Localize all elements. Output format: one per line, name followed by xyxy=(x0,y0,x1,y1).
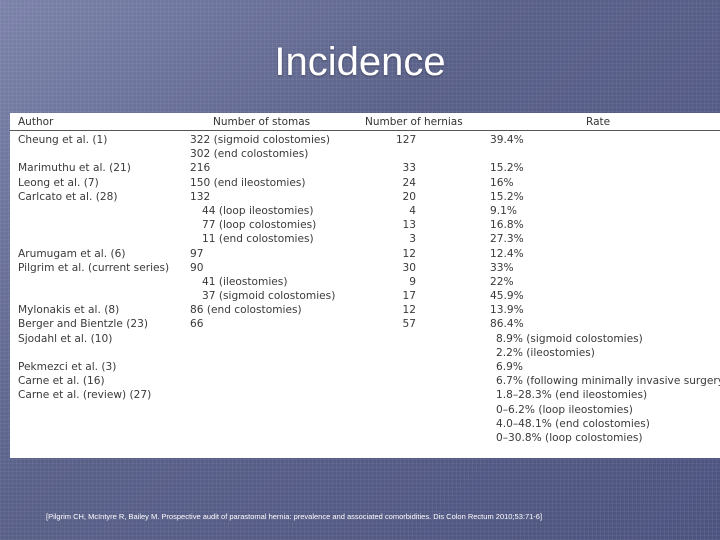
table-row: Carne et al. (review) (27) 1.8–28.3% (end… xyxy=(10,388,720,402)
table-row: 0–30.8% (loop colostomies) xyxy=(10,431,720,445)
cell-hernias: 12 xyxy=(402,247,416,260)
cell-rate: 22% xyxy=(490,275,514,288)
table-row: 37 (sigmoid colostomies) 17 45.9% xyxy=(10,289,720,303)
table-row: Pilgrim et al. (current series) 90 30 33% xyxy=(10,261,720,275)
cell-stomas: 77 (loop colostomies) xyxy=(202,219,317,232)
table-row: 44 (loop ileostomies) 4 9.1% xyxy=(10,204,720,218)
table-row: Arumugam et al. (6) 97 12 12.4% xyxy=(10,247,720,261)
cell-stomas: 37 (sigmoid colostomies) xyxy=(202,290,336,303)
cell-rate: 9.1% xyxy=(490,204,517,217)
cell-hernias: 9 xyxy=(409,275,416,288)
cell-rate: 15.2% xyxy=(490,190,524,203)
cell-hernias: 57 xyxy=(402,318,416,331)
cell-author: Marimuthu et al. (21) xyxy=(18,162,131,175)
cell-hernias: 4 xyxy=(409,204,416,217)
cell-hernias: 3 xyxy=(409,233,416,246)
cell-rate: 12.4% xyxy=(490,247,524,260)
cell-rate: 0–30.8% (loop colostomies) xyxy=(496,431,643,444)
cell-author: Carlcato et al. (28) xyxy=(18,190,118,203)
table-body: Cheung et al. (1) 322 (sigmoid colostomie… xyxy=(10,133,720,445)
cell-stomas: 132 xyxy=(190,190,211,203)
table-row: 41 (ileostomies) 9 22% xyxy=(10,275,720,289)
table-row: 4.0–48.1% (end colostomies) xyxy=(10,417,720,431)
cell-author: Cheung et al. (1) xyxy=(18,134,108,146)
table-row: Sjodahl et al. (10) 8.9% (sigmoid colosto… xyxy=(10,332,720,346)
cell-hernias: 20 xyxy=(402,190,416,203)
cell-rate: 45.9% xyxy=(490,290,524,303)
citation: [Pilgrim CH, McIntyre R, Bailey M. Prosp… xyxy=(46,512,543,521)
table-row: Cheung et al. (1) 322 (sigmoid colostomie… xyxy=(10,133,720,147)
header-author: Author xyxy=(18,116,54,128)
table-row: 77 (loop colostomies) 13 16.8% xyxy=(10,218,720,232)
cell-stomas: 322 (sigmoid colostomies) xyxy=(190,134,331,146)
table-row: 0–6.2% (loop ileostomies) xyxy=(10,403,720,417)
table-row: 11 (end colostomies) 3 27.3% xyxy=(10,232,720,246)
cell-hernias: 30 xyxy=(402,261,416,274)
cell-author: Arumugam et al. (6) xyxy=(18,247,126,260)
cell-stomas: 302 (end colostomies) xyxy=(190,148,309,161)
cell-author: Carne et al. (review) (27) xyxy=(18,389,152,402)
cell-stomas: 66 xyxy=(190,318,204,331)
slide-title: Incidence xyxy=(274,40,446,84)
cell-stomas: 150 (end ileostomies) xyxy=(190,176,306,189)
cell-rate: 16.8% xyxy=(490,219,524,232)
table-row: Leong et al. (7) 150 (end ileostomies) 24 1… xyxy=(10,176,720,190)
cell-stomas: 44 (loop ileostomies) xyxy=(202,204,314,217)
cell-rate: 1.8–28.3% (end ileostomies) xyxy=(496,389,648,402)
table-row: 2.2% (ileostomies) xyxy=(10,346,720,360)
header-stomas: Number of stomas xyxy=(213,116,311,128)
cell-hernias: 13 xyxy=(402,219,416,232)
cell-rate: 4.0–48.1% (end colostomies) xyxy=(496,417,650,430)
cell-author: Sjodahl et al. (10) xyxy=(18,332,113,345)
cell-author: Berger and Bientzle (23) xyxy=(18,318,148,331)
cell-hernias: 17 xyxy=(402,290,416,303)
cell-stomas: 11 (end colostomies) xyxy=(202,233,314,246)
header-hernias: Number of hernias xyxy=(365,116,463,128)
cell-stomas: 97 xyxy=(190,247,204,260)
cell-rate: 0–6.2% (loop ileostomies) xyxy=(496,403,633,416)
table-row: 302 (end colostomies) xyxy=(10,147,720,161)
cell-rate: 15.2% xyxy=(490,162,524,175)
cell-hernias: 12 xyxy=(402,304,416,317)
cell-rate: 2.2% (ileostomies) xyxy=(496,346,595,359)
cell-hernias: 33 xyxy=(402,162,416,175)
incidence-table: Author Number of stomas Number of hernia… xyxy=(10,113,720,458)
cell-stomas: 90 xyxy=(190,261,204,274)
cell-author: Pilgrim et al. (current series) xyxy=(18,261,170,274)
table-row: Carne et al. (16) 6.7% (following minimal… xyxy=(10,374,720,388)
cell-rate: 6.7% (following minimally invasive surge… xyxy=(496,375,720,388)
cell-rate: 27.3% xyxy=(490,233,524,246)
header-rate: Rate xyxy=(586,116,611,128)
cell-rate: 33% xyxy=(490,261,514,274)
cell-stomas: 216 xyxy=(190,162,211,175)
cell-rate: 39.4% xyxy=(490,134,524,146)
cell-author: Pekmezci et al. (3) xyxy=(18,361,117,373)
cell-rate: 13.9% xyxy=(490,304,524,317)
cell-author: Leong et al. (7) xyxy=(18,176,99,189)
cell-stomas: 41 (ileostomies) xyxy=(202,275,288,288)
cell-stomas: 86 (end colostomies) xyxy=(190,304,302,317)
cell-author: Carne et al. (16) xyxy=(18,375,105,388)
cell-author: Mylonakis et al. (8) xyxy=(18,304,120,317)
cell-rate: 8.9% (sigmoid colostomies) xyxy=(496,332,643,345)
table-row: Marimuthu et al. (21) 216 33 15.2% xyxy=(10,161,720,175)
table-header: Author Number of stomas Number of hernia… xyxy=(10,113,720,131)
cell-hernias: 127 xyxy=(396,134,417,146)
table-row: Pekmezci et al. (3) 6.9% xyxy=(10,360,720,374)
table-row: Berger and Bientzle (23) 66 57 86.4% xyxy=(10,317,720,331)
table-row: Carlcato et al. (28) 132 20 15.2% xyxy=(10,190,720,204)
cell-rate: 16% xyxy=(490,176,514,189)
cell-rate: 6.9% xyxy=(496,361,523,373)
cell-hernias: 24 xyxy=(402,176,416,189)
cell-rate: 86.4% xyxy=(490,318,524,331)
table-row: Mylonakis et al. (8) 86 (end colostomies)… xyxy=(10,303,720,317)
